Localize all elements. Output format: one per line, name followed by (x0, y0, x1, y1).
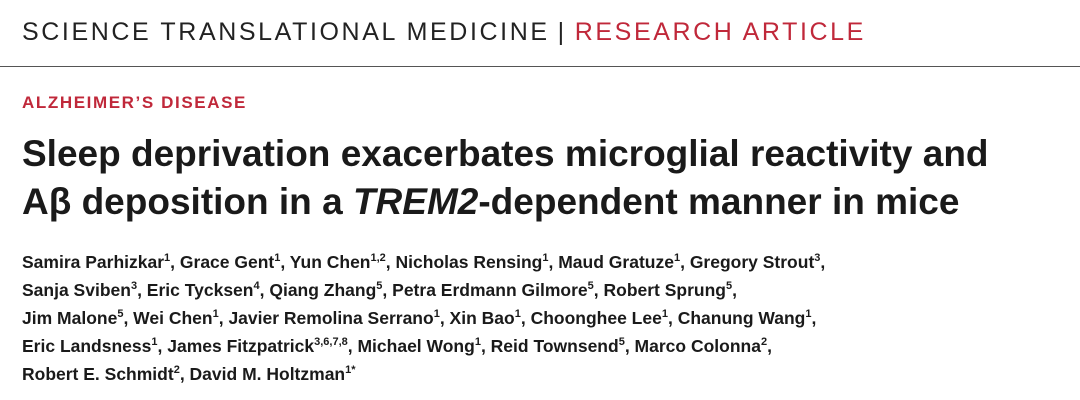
author-affiliation: 1 (542, 252, 549, 264)
journal-header: SCIENCE TRANSLATIONAL MEDICINE | RESEARCH … (22, 18, 866, 47)
header-separator: | (557, 18, 567, 46)
author-affiliation: 1 (274, 252, 281, 264)
author: Michael Wong1 (357, 336, 480, 356)
title-line-2-start: Aβ deposition in a (22, 181, 353, 222)
article-type: RESEARCH ARTICLE (574, 18, 866, 46)
title-line-1: Sleep deprivation exacerbates microglial… (22, 133, 989, 174)
title-line-2-end: -dependent manner in mice (478, 181, 960, 222)
author-list: Samira Parhizkar1, Grace Gent1, Yun Chen… (22, 248, 1067, 388)
author: Qiang Zhang5 (269, 280, 382, 300)
author: Maud Gratuze1 (558, 252, 680, 272)
author: Petra Erdmann Gilmore5 (392, 280, 594, 300)
author-affiliation: 2 (760, 336, 768, 348)
author-name: Qiang Zhang (269, 280, 377, 300)
author: Jim Malone5 (22, 308, 123, 328)
author: Reid Townsend5 (491, 336, 625, 356)
author-affiliation: 5 (117, 308, 124, 320)
author-affiliation: 5 (376, 280, 383, 292)
author: Eric Landsness1 (22, 336, 158, 356)
author: David M. Holtzman1* (190, 364, 356, 384)
author-name: Robert Sprung (603, 280, 727, 300)
author: Grace Gent1 (180, 252, 280, 272)
author: Gregory Strout3 (690, 252, 821, 272)
author-affiliation: 2 (173, 364, 180, 376)
journal-name: SCIENCE TRANSLATIONAL MEDICINE (22, 18, 550, 46)
author-affiliation: 5 (726, 280, 733, 292)
author: Javier Remolina Serrano1 (228, 308, 439, 328)
author-affiliation: 1 (673, 252, 681, 264)
author-name: Jim Malone (22, 308, 118, 328)
author-affiliation: 3 (814, 252, 821, 264)
author-line: Sanja Sviben3, Eric Tycksen4, Qiang Zhan… (22, 280, 737, 300)
author-affiliation: 3 (130, 280, 138, 292)
author-line: Robert E. Schmidt2, David M. Holtzman1* (22, 364, 356, 384)
author-name: Grace Gent (179, 252, 275, 272)
author-affiliation: 1* (345, 364, 356, 376)
author-name: Gregory Strout (689, 252, 815, 272)
author-affiliation: 1,2 (370, 252, 386, 264)
author: Yun Chen1,2 (290, 252, 386, 272)
article-title: Sleep deprivation exacerbates microglial… (22, 130, 1072, 226)
author-name: Maud Gratuze (558, 252, 674, 272)
author-line: Samira Parhizkar1, Grace Gent1, Yun Chen… (22, 252, 826, 272)
author-affiliation: 1 (661, 308, 668, 320)
author-name: Petra Erdmann Gilmore (392, 280, 588, 300)
author: Wei Chen1 (133, 308, 219, 328)
author-line: Jim Malone5, Wei Chen1, Javier Remolina … (22, 308, 817, 328)
author-name: Eric Tycksen (146, 280, 254, 300)
title-gene-name: TREM2 (352, 181, 479, 222)
author: Nicholas Rensing1 (396, 252, 549, 272)
author-affiliation: 1 (212, 308, 219, 320)
article-category: ALZHEIMER’S DISEASE (22, 93, 247, 112)
author: Samira Parhizkar1 (22, 252, 170, 272)
author: Marco Colonna2 (635, 336, 768, 356)
author-name: Yun Chen (289, 252, 371, 272)
author-name: Eric Landsness (22, 336, 152, 356)
author-affiliation: 1 (433, 308, 440, 320)
author-name: Robert E. Schmidt (22, 364, 174, 384)
author-name: Xin Bao (449, 308, 515, 328)
author-name: Wei Chen (133, 308, 213, 328)
author: Eric Tycksen4 (147, 280, 260, 300)
author: Xin Bao1 (450, 308, 521, 328)
author: Robert E. Schmidt2 (22, 364, 180, 384)
author-affiliation: 3,6,7,8 (314, 336, 348, 348)
author-name: Samira Parhizkar (22, 252, 165, 272)
author-name: James Fitzpatrick (167, 336, 315, 356)
author-affiliation: 1 (164, 252, 171, 264)
author-name: Nicholas Rensing (395, 252, 543, 272)
author-name: David M. Holtzman (189, 364, 346, 384)
author-name: Choonghee Lee (530, 308, 662, 328)
author-affiliation: 4 (253, 280, 260, 292)
author-affiliation: 1 (474, 336, 481, 348)
author-affiliation: 1 (514, 308, 521, 320)
author: Sanja Sviben3 (22, 280, 137, 300)
author-name: Sanja Sviben (22, 280, 131, 300)
author-affiliation: 5 (587, 280, 594, 292)
author-name: Reid Townsend (490, 336, 619, 356)
author-name: Michael Wong (357, 336, 475, 356)
author: Robert Sprung5 (604, 280, 733, 300)
author-affiliation: 1 (151, 336, 158, 348)
author-line: Eric Landsness1, James Fitzpatrick3,6,7,… (22, 336, 772, 356)
author-name: Chanung Wang (677, 308, 806, 328)
author: Choonghee Lee1 (531, 308, 668, 328)
author-name: Marco Colonna (634, 336, 761, 356)
author-affiliation: 5 (618, 336, 625, 348)
author-affiliation: 1 (805, 308, 812, 320)
header-divider (0, 66, 1080, 67)
author: Chanung Wang1 (678, 308, 812, 328)
author-name: Javier Remolina Serrano (228, 308, 434, 328)
author: James Fitzpatrick3,6,7,8 (167, 336, 348, 356)
